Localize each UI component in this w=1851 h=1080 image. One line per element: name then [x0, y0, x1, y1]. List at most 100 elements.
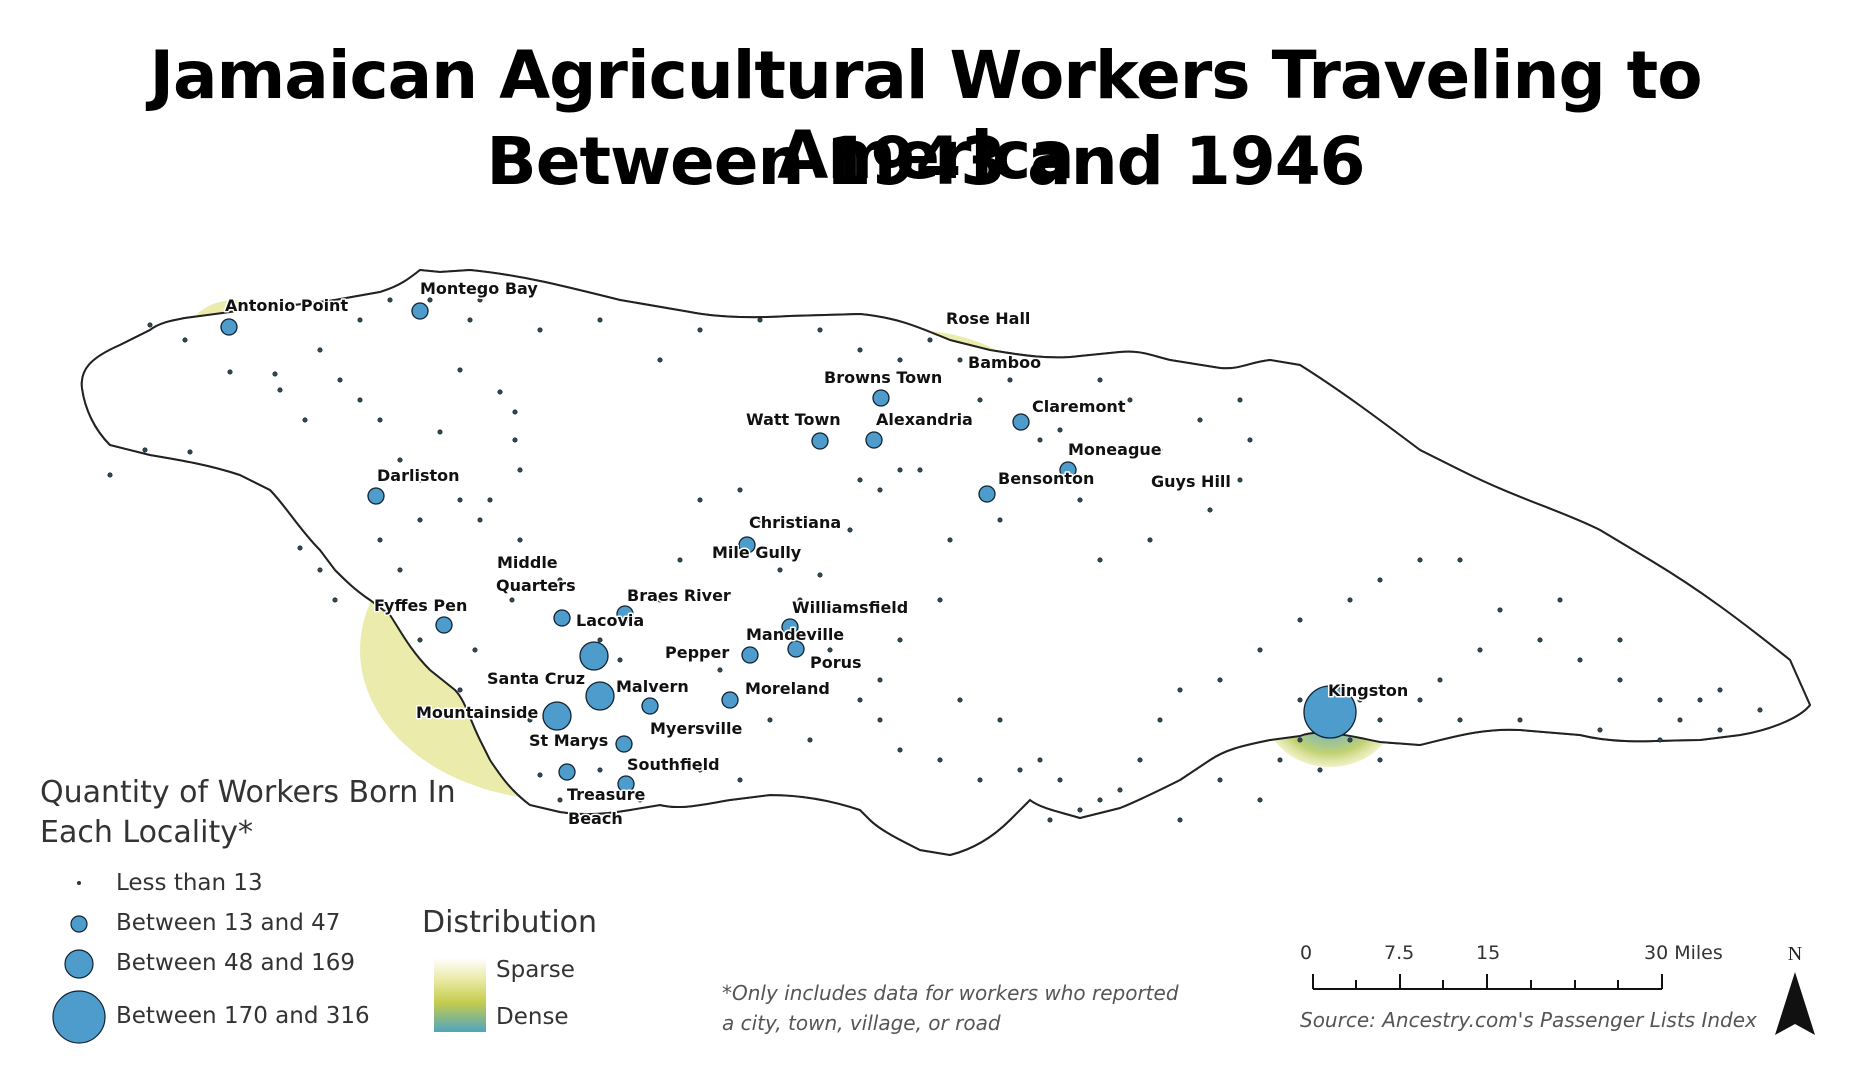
locality-symbols — [220, 302, 1357, 793]
small-locality-dot — [1037, 437, 1043, 443]
small-locality-dot — [487, 497, 493, 503]
small-locality-dot — [677, 557, 683, 563]
legend-symbol-medium — [64, 949, 94, 979]
distribution-low-label: Sparse — [496, 957, 575, 983]
small-locality-dot — [417, 517, 423, 523]
small-locality-dot — [1657, 737, 1663, 743]
locality-symbol — [781, 618, 799, 636]
small-locality-dot — [1237, 477, 1243, 483]
place-label: Claremont — [1032, 397, 1126, 416]
small-locality-dot — [142, 447, 148, 453]
small-locality-dot — [807, 737, 813, 743]
locality-symbol — [1303, 685, 1357, 739]
legend-item-large: Between 170 and 316 — [116, 1003, 370, 1029]
small-locality-dot — [1437, 677, 1443, 683]
small-locality-dot — [277, 387, 283, 393]
small-locality-dot — [977, 777, 983, 783]
small-locality-dot — [357, 397, 363, 403]
small-locality-dot — [397, 457, 403, 463]
small-locality-dot — [1657, 697, 1663, 703]
small-locality-dot — [1457, 557, 1463, 563]
small-locality-dot — [947, 537, 953, 543]
small-locality-dot — [302, 417, 308, 423]
small-locality-dot — [457, 687, 463, 693]
small-locality-dot — [957, 357, 963, 363]
small-locality-dot — [877, 677, 883, 683]
small-locality-dot — [1397, 687, 1403, 693]
small-locality-dot — [797, 597, 803, 603]
small-locality-dot — [1157, 447, 1163, 453]
small-locality-dot — [1137, 757, 1143, 763]
small-locality-dot — [1097, 377, 1103, 383]
map-title-line1: Jamaican Agricultural Workers Traveling … — [149, 37, 1702, 194]
locality-symbol — [641, 697, 659, 715]
small-locality-dot — [337, 377, 343, 383]
small-locality-dot — [1207, 507, 1213, 513]
scale-label-30-miles: 30 Miles — [1644, 942, 1723, 964]
place-label: Watt Town — [746, 410, 841, 429]
small-locality-dot — [1457, 717, 1463, 723]
small-locality-dot — [1417, 557, 1423, 563]
small-locality-dot — [1617, 677, 1623, 683]
locality-symbol — [615, 735, 633, 753]
small-locality-dot — [897, 357, 903, 363]
place-label: Browns Town — [824, 368, 942, 387]
small-locality-dot — [1557, 597, 1563, 603]
small-locality-dot — [477, 517, 483, 523]
small-locality-dot — [1007, 377, 1013, 383]
distribution-title: Distribution — [422, 905, 598, 940]
small-locality-dot — [1197, 417, 1203, 423]
locality-symbol — [367, 487, 385, 505]
small-locality-dot — [1477, 647, 1483, 653]
small-locality-dot — [417, 637, 423, 643]
small-locality-dot — [1097, 797, 1103, 803]
place-label: Fyffes Pen — [374, 596, 467, 615]
place-label: Quarters — [496, 576, 576, 595]
small-locality-dot — [1057, 777, 1063, 783]
small-locality-dot — [857, 697, 863, 703]
locality-symbol — [1059, 461, 1077, 479]
small-locality-dot — [417, 477, 423, 483]
place-label: Bensonton — [998, 469, 1094, 488]
source-note: Source: Ancestry.com's Passenger Lists I… — [1300, 1008, 1757, 1032]
small-locality-dot — [427, 297, 433, 303]
small-locality-dot — [1057, 427, 1063, 433]
small-locality-dot — [297, 545, 303, 551]
small-locality-dot — [897, 747, 903, 753]
small-locality-dot — [497, 389, 503, 395]
small-locality-dot — [1357, 697, 1363, 703]
small-locality-dot — [657, 357, 663, 363]
place-label: Rose Hall — [946, 309, 1030, 328]
small-locality-dot — [1617, 637, 1623, 643]
small-locality-dot — [387, 297, 393, 303]
small-locality-dot — [537, 772, 543, 778]
place-label: Santa Cruz — [487, 669, 585, 688]
small-locality-dot — [537, 327, 543, 333]
small-locality-dot — [827, 647, 833, 653]
small-locality-dot — [1257, 797, 1263, 803]
small-locality-dot — [597, 637, 603, 643]
place-label: Porus — [810, 653, 862, 672]
locality-symbol — [220, 318, 238, 336]
small-locality-dot — [817, 572, 823, 578]
small-locality-dot — [767, 717, 773, 723]
small-locality-dot — [1377, 757, 1383, 763]
place-label: Treasure — [567, 785, 646, 804]
small-locality-dot — [472, 647, 478, 653]
small-locality-dot — [1297, 697, 1303, 703]
small-locality-dot — [1537, 637, 1543, 643]
locality-symbol — [811, 432, 829, 450]
locality-symbol — [553, 609, 571, 627]
small-locality-dot — [227, 369, 233, 375]
small-locality-dot — [397, 567, 403, 573]
small-locality-dot — [657, 597, 663, 603]
place-label: Myersville — [650, 719, 743, 738]
small-locality-dot — [1157, 717, 1163, 723]
north-arrow: N — [1775, 943, 1815, 1035]
small-locality-dot — [187, 449, 193, 455]
locality-symbol — [738, 536, 756, 554]
scale-label-15: 15 — [1476, 942, 1501, 964]
small-locality-dot — [437, 429, 443, 435]
small-locality-dot — [897, 637, 903, 643]
locality-symbol — [1012, 413, 1030, 431]
